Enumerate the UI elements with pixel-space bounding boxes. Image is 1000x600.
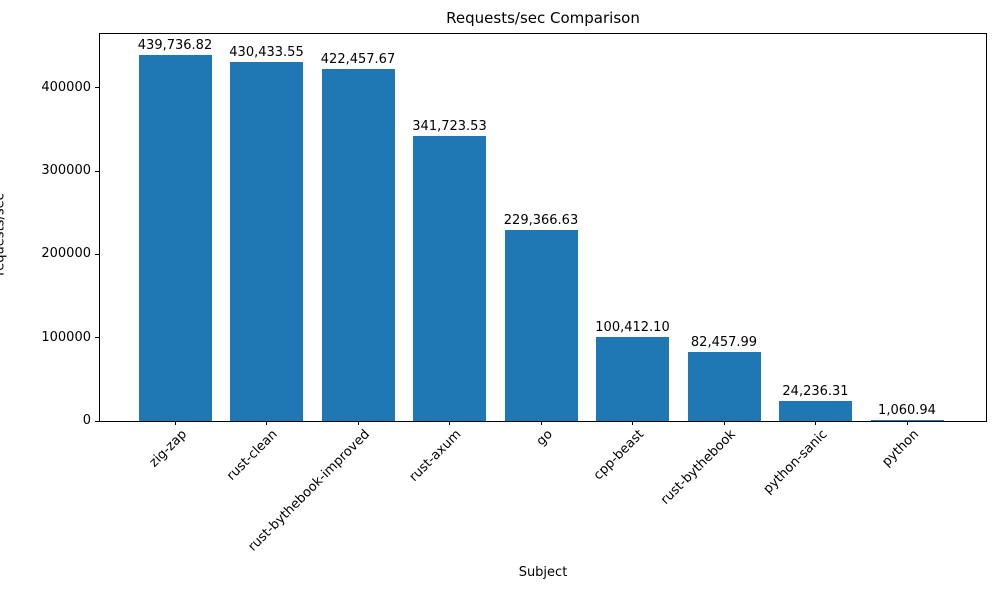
- x-axis-label: Subject: [518, 565, 568, 580]
- y-tick: [95, 87, 99, 89]
- x-tick-label: go: [533, 427, 556, 450]
- bar: [230, 62, 303, 421]
- bar-value-label: 82,457.99: [690, 335, 758, 350]
- bar-value-label: 341,723.53: [412, 119, 487, 134]
- y-tick-label: 300000: [41, 163, 91, 179]
- bar: [870, 420, 944, 421]
- x-tick-label: python: [878, 427, 922, 470]
- y-axis-label: requests/sec: [0, 193, 8, 276]
- x-tick-label: rust-clean: [224, 427, 282, 484]
- y-tick-label: 200000: [41, 246, 91, 262]
- y-tick-label: 400000: [41, 79, 91, 95]
- x-tick: [266, 421, 267, 425]
- x-tick: [174, 421, 176, 425]
- bar: [687, 352, 761, 421]
- bar: [779, 401, 852, 421]
- y-tick: [95, 420, 99, 422]
- y-tick: [95, 253, 99, 255]
- x-tick: [540, 421, 542, 425]
- bar-value-label: 439,736.82: [137, 38, 213, 53]
- bar-value-label: 100,412.10: [595, 320, 670, 335]
- y-tick: [95, 170, 99, 172]
- bar: [596, 337, 669, 421]
- x-tick: [632, 421, 633, 425]
- x-tick: [357, 421, 359, 425]
- x-tick: [906, 421, 908, 425]
- x-tick: [815, 421, 816, 425]
- bar: [504, 230, 578, 421]
- bar-value-label: 229,366.63: [503, 213, 579, 228]
- x-tick: [723, 421, 725, 425]
- x-tick: [449, 421, 450, 425]
- bar-value-label: 24,236.31: [782, 384, 849, 399]
- y-tick-label: 100000: [41, 329, 91, 345]
- bar: [138, 55, 212, 421]
- bar: [413, 136, 486, 421]
- x-tick-label: cpp-beast: [590, 427, 648, 484]
- bar-value-label: 430,433.55: [229, 45, 304, 60]
- bar: [321, 69, 395, 421]
- plot-area: 0 100000 200000 300000 400000 439,736.82 zig-z…: [41, 33, 987, 554]
- x-tick-label: zig-zap: [146, 427, 190, 471]
- bar-value-label: 422,457.67: [320, 52, 396, 67]
- y-tick: [95, 337, 99, 339]
- chart-title: Requests/sec Comparison: [446, 9, 640, 27]
- x-tick-label: python-sanic: [760, 427, 831, 497]
- y-tick-label: 0: [82, 413, 91, 428]
- x-tick-label: rust-bythebook: [657, 427, 739, 508]
- x-tick-label: rust-axum: [406, 427, 465, 485]
- bar-value-label: 1,060.94: [878, 403, 936, 418]
